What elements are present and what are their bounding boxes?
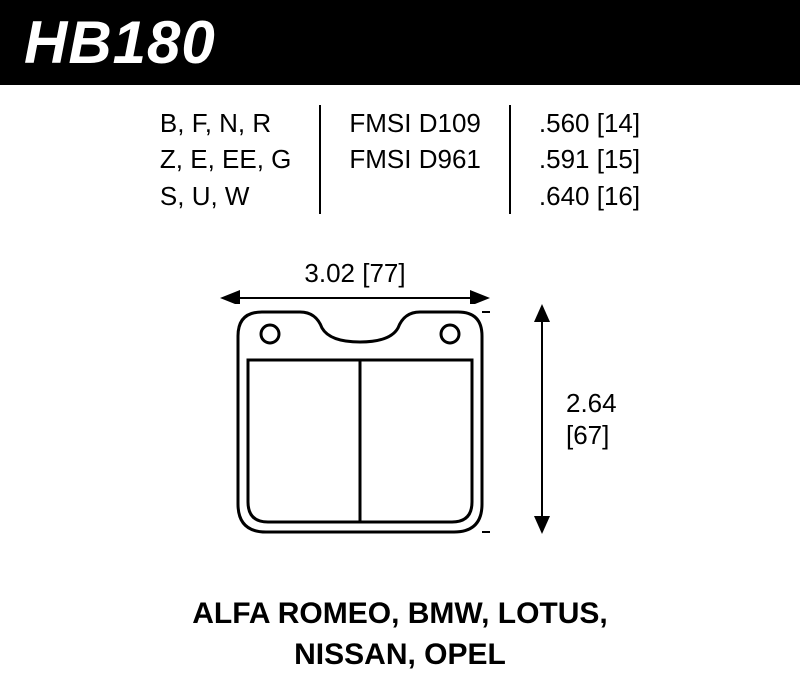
spec-col-fmsi: FMSI D109 FMSI D961: [323, 105, 507, 214]
spec-value: S, U, W: [160, 178, 291, 214]
width-label: 3.02 [77]: [304, 260, 405, 288]
part-number: HB180: [24, 9, 216, 76]
spec-col-compounds: B, F, N, R Z, E, EE, G S, U, W: [134, 105, 317, 214]
vehicle-applications: ALFA ROMEO, BMW, LOTUS, NISSAN, OPEL: [0, 594, 800, 675]
height-dimension: 2.64 [67]: [530, 304, 617, 534]
height-inches: 2.64: [566, 387, 617, 420]
width-arrow: 3.02 [77]: [220, 260, 490, 304]
spec-value: FMSI D109: [349, 105, 481, 141]
spec-divider: [319, 105, 321, 214]
height-mm: [67]: [566, 419, 617, 452]
spec-value: .591 [15]: [539, 141, 640, 177]
footer-line: NISSAN, OPEL: [0, 635, 800, 676]
height-label: 2.64 [67]: [566, 387, 617, 452]
diagram-area: 3.02 [77] 2.64 [67]: [0, 226, 800, 586]
spec-value: Z, E, EE, G: [160, 141, 291, 177]
brake-pad-outline: [230, 304, 490, 544]
header-bar: HB180: [0, 0, 800, 85]
spec-value: B, F, N, R: [160, 105, 291, 141]
spec-value: .640 [16]: [539, 178, 640, 214]
width-dimension: 3.02 [77]: [220, 260, 490, 309]
spec-table: B, F, N, R Z, E, EE, G S, U, W FMSI D109…: [0, 85, 800, 226]
height-arrow: [530, 304, 554, 534]
spec-divider: [509, 105, 511, 214]
spec-value: FMSI D961: [349, 141, 481, 177]
spec-value: .560 [14]: [539, 105, 640, 141]
spec-col-thickness: .560 [14] .591 [15] .640 [16]: [513, 105, 666, 214]
footer-line: ALFA ROMEO, BMW, LOTUS,: [0, 594, 800, 635]
